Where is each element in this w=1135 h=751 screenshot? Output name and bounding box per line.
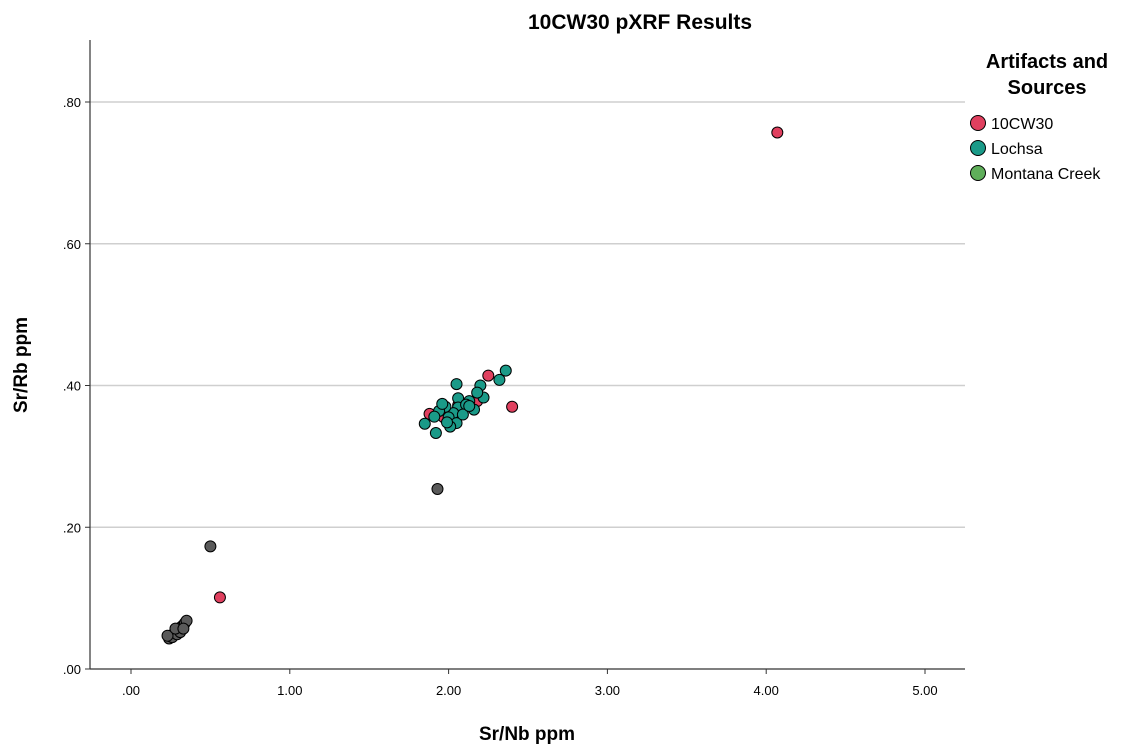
point-lochsa	[441, 416, 454, 429]
y-tick-label: .40	[63, 379, 81, 394]
legend-label-montana-creek: Montana Creek	[991, 166, 1101, 183]
legend-marker-10cw30	[970, 115, 986, 131]
point-montana-creek	[431, 482, 444, 495]
chart-title: 10CW30 pXRF Results	[528, 11, 752, 34]
y-tick-label: .20	[63, 520, 81, 535]
data-points	[161, 126, 784, 645]
y-tick-label: .80	[63, 95, 81, 110]
point-10cw30	[213, 591, 226, 604]
point-lochsa	[456, 408, 469, 421]
legend-entries: 10CW30 Lochsa Montana Creek	[970, 115, 1101, 183]
point-lochsa	[450, 378, 463, 391]
x-tick-label: .00	[122, 683, 140, 698]
x-tick-label: 3.00	[595, 683, 620, 698]
point-10cw30	[506, 400, 519, 413]
point-lochsa	[436, 397, 449, 410]
x-tick-label: 2.00	[436, 683, 461, 698]
point-lochsa	[471, 386, 484, 399]
y-axis-title: Sr/Rb ppm	[11, 317, 32, 413]
x-axis-title: Sr/Nb ppm	[479, 724, 575, 745]
point-lochsa	[428, 410, 441, 423]
x-axis-ticks: .00 1.00 2.00 3.00 4.00 5.00	[122, 669, 938, 698]
point-10cw30	[482, 369, 495, 382]
point-10cw30	[771, 126, 784, 139]
point-montana-creek	[177, 622, 190, 635]
legend-label-lochsa: Lochsa	[991, 141, 1043, 158]
y-axis-ticks: .00 .20 .40 .60 .80	[63, 95, 90, 677]
point-montana-creek	[161, 629, 174, 642]
y-tick-label: .00	[63, 662, 81, 677]
legend-title-line-1: Artifacts and	[986, 51, 1108, 73]
point-lochsa	[493, 373, 506, 386]
point-lochsa	[463, 400, 476, 413]
point-montana-creek	[204, 540, 217, 553]
legend: Artifacts and Sources 10CW30 Lochsa Montan…	[970, 51, 1108, 183]
gridlines	[90, 101, 965, 528]
x-tick-label: 5.00	[912, 683, 937, 698]
legend-marker-montana-creek	[970, 165, 986, 181]
y-tick-label: .60	[63, 237, 81, 252]
point-lochsa	[429, 426, 442, 439]
point-lochsa	[499, 364, 512, 377]
legend-label-10cw30: 10CW30	[991, 116, 1053, 133]
legend-title-line-2: Sources	[1008, 77, 1087, 99]
x-tick-label: 4.00	[754, 683, 779, 698]
legend-marker-lochsa	[970, 140, 986, 156]
x-tick-label: 1.00	[277, 683, 302, 698]
point-lochsa	[418, 417, 431, 430]
